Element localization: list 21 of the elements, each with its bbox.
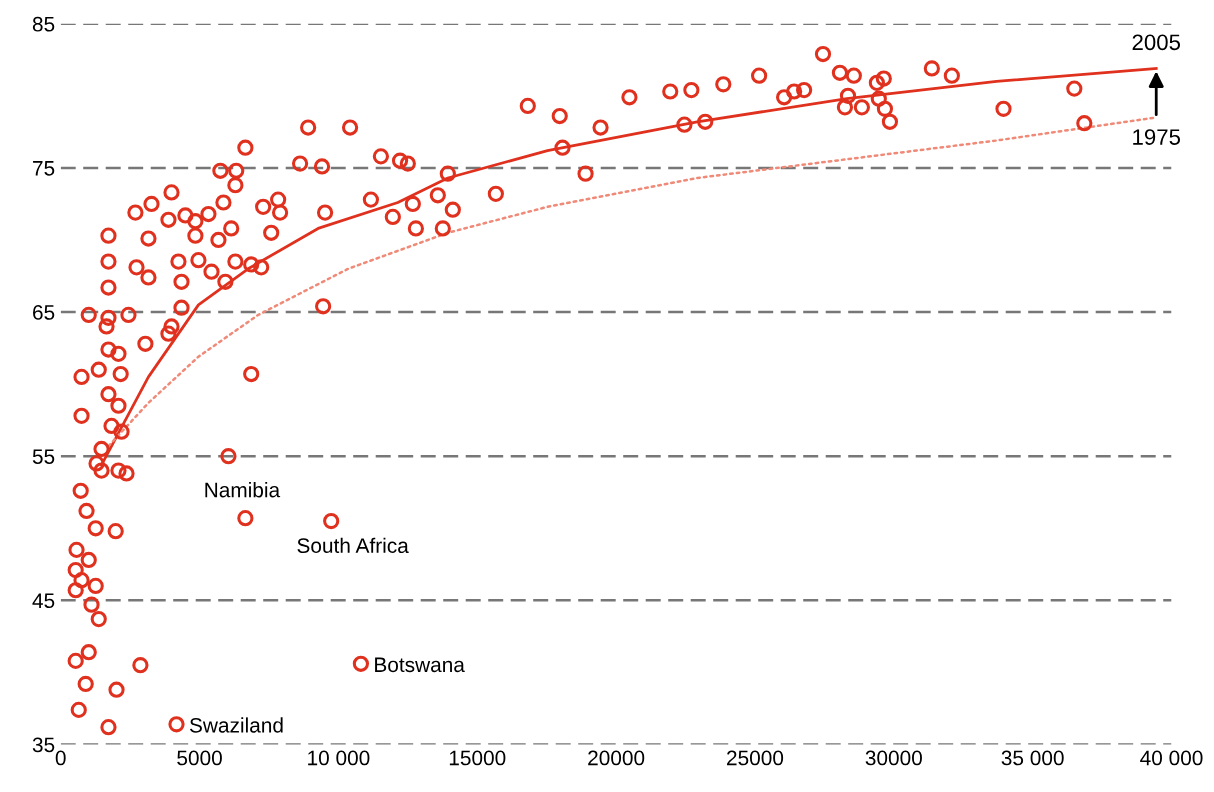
x-tick-label: 0	[55, 750, 66, 766]
annotation: Namibia	[205, 482, 281, 498]
x-tick-label: 5000	[177, 750, 222, 766]
y-tick-label: 65	[33, 305, 55, 320]
x-tick-label: 30000	[865, 750, 922, 766]
annotation: 1975	[1133, 129, 1181, 145]
x-tick-label: 15000	[449, 750, 506, 766]
x-tick-label: 40 000	[1140, 750, 1203, 766]
annotation: Botswana	[375, 657, 465, 673]
y-tick-label: 75	[33, 161, 55, 176]
annotation: 2005	[1132, 34, 1181, 51]
x-tick-label: 20000	[588, 750, 645, 766]
y-tick-label: 85	[32, 16, 55, 32]
y-tick-label: 45	[32, 593, 55, 609]
y-tick-label: 55	[32, 449, 55, 464]
x-tick-label: 10 000	[308, 750, 370, 766]
x-tick-label: 25000	[727, 750, 784, 766]
y-tick-label: 35	[32, 737, 55, 753]
annotation: South Africa	[297, 537, 409, 554]
x-tick-label: 35 000	[1001, 750, 1064, 766]
annotation: Swaziland	[189, 717, 283, 733]
